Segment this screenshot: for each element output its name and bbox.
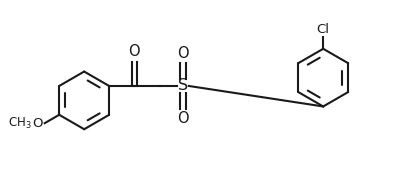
Text: O: O bbox=[177, 46, 188, 61]
Text: CH$_3$: CH$_3$ bbox=[8, 116, 32, 132]
Text: O: O bbox=[33, 117, 43, 130]
Text: S: S bbox=[178, 78, 188, 93]
Text: O: O bbox=[128, 44, 140, 59]
Text: Cl: Cl bbox=[317, 23, 330, 36]
Text: O: O bbox=[177, 111, 188, 126]
